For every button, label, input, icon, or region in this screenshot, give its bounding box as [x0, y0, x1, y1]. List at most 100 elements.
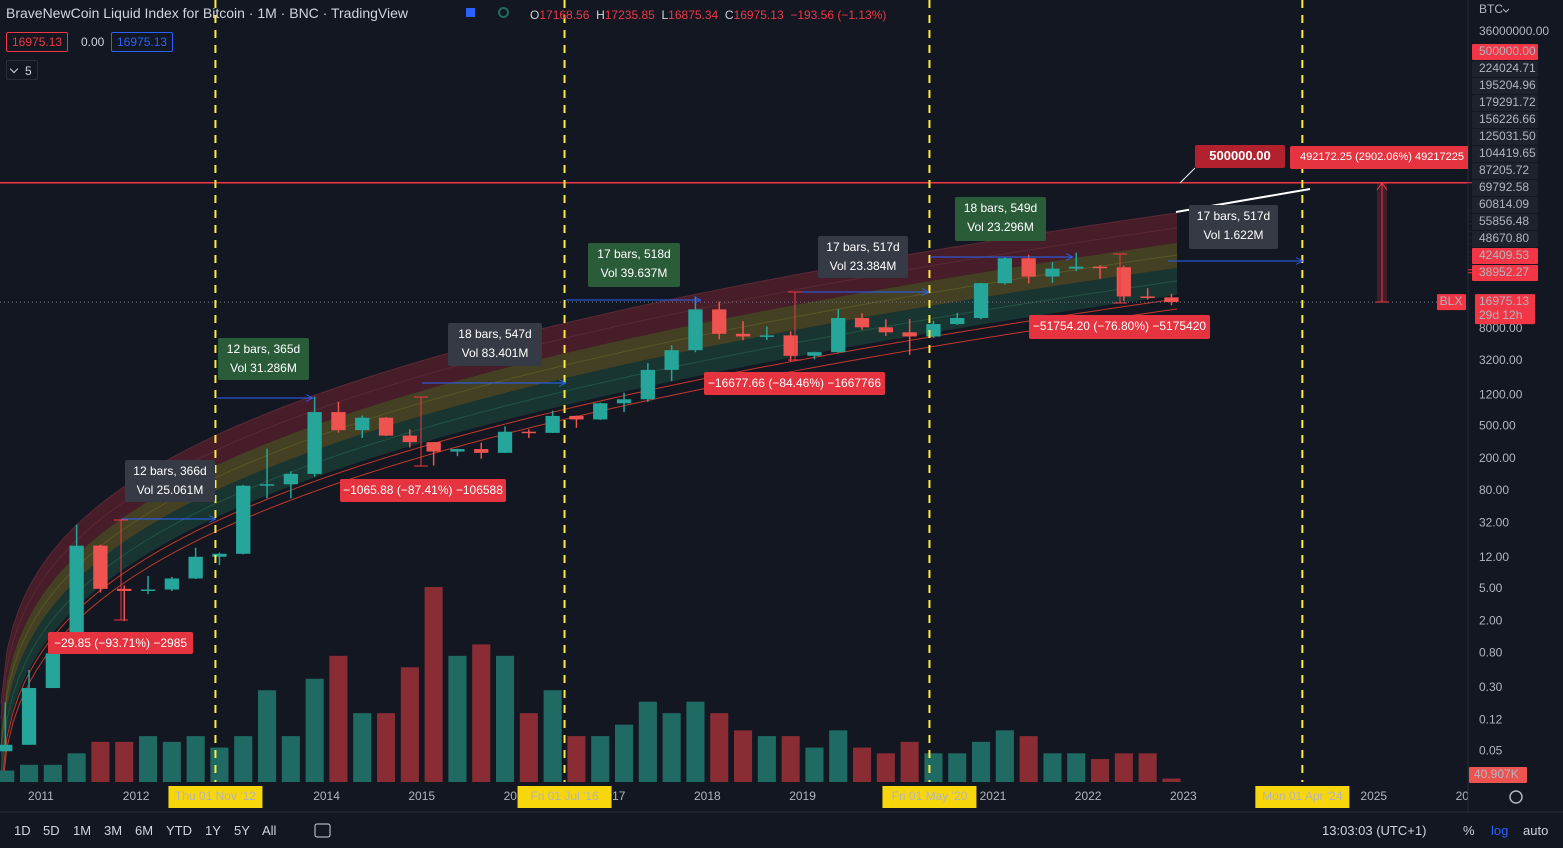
drop-range	[1113, 253, 1127, 304]
range-button[interactable]: 6M	[135, 823, 154, 838]
auto-toggle[interactable]: auto	[1523, 823, 1549, 838]
candle-body	[1069, 266, 1084, 269]
candle-body	[188, 556, 203, 579]
ohlc-key: O	[530, 8, 540, 22]
price-change: −193.56 (−1.13%)	[790, 8, 887, 22]
y-tick-label: 0.30	[1479, 680, 1503, 694]
price-tag-label: 156226.66	[1479, 112, 1536, 126]
y-tick-label: 12.00	[1479, 550, 1509, 564]
drop-label: −29.85 (−93.71%) −2985	[48, 632, 193, 654]
drop-label: −16677.66 (−84.46%) −1667766	[704, 372, 885, 395]
y-tick-label: 5.00	[1479, 581, 1503, 595]
price-tag	[1472, 78, 1538, 94]
ohlc-value: 16875.34	[668, 8, 719, 22]
volume-bar	[495, 655, 515, 782]
x-tick-label: 2015	[408, 789, 435, 803]
indicator-toggle[interactable]: 5	[6, 60, 38, 80]
clock[interactable]: 13:03:03 (UTC+1)	[1322, 823, 1427, 838]
drop-range	[414, 396, 428, 467]
plot	[0, 0, 1468, 782]
log-toggle[interactable]: log	[1491, 823, 1509, 838]
volume-bar	[424, 587, 443, 782]
currency[interactable]: BTC	[1479, 2, 1503, 16]
volume-bar	[781, 736, 800, 782]
candle-body	[45, 653, 60, 689]
price-tag-label: 60814.09	[1479, 197, 1529, 211]
volume-bar	[567, 736, 586, 782]
volume-bar	[138, 736, 158, 782]
volume-bar	[900, 741, 919, 782]
date-marker-label: Thu 01 Nov '12	[175, 789, 256, 803]
date-marker-box	[168, 786, 263, 808]
measure-bars: 17 bars, 517d	[826, 240, 900, 254]
ohlc-key: C	[724, 8, 734, 22]
volume-bar	[614, 724, 634, 782]
range-button[interactable]: 1Y	[205, 823, 221, 838]
range-button[interactable]: 1D	[14, 823, 31, 838]
volume-bar	[0, 770, 15, 782]
volume-bar	[591, 736, 610, 782]
y-tick-label: 2.00	[1479, 613, 1503, 627]
volume-bar	[281, 736, 300, 782]
price-tag-label: 48670.80	[1479, 231, 1529, 245]
measure-box: 17 bars, 517d Vol 1.622M	[1189, 205, 1278, 249]
range-button[interactable]: All	[262, 823, 277, 838]
range-button[interactable]: 3M	[104, 823, 123, 838]
candle-body	[854, 318, 870, 328]
range-button[interactable]: 5D	[43, 823, 60, 838]
price-tag	[1472, 265, 1538, 281]
price-tag-label: 104419.65	[1479, 146, 1536, 160]
volume-bar	[805, 747, 824, 782]
candle-body	[283, 473, 298, 485]
x-tick-label: 2022	[1075, 789, 1102, 803]
volume-bar	[710, 713, 729, 782]
candle-body	[973, 283, 989, 319]
volume-bar	[995, 730, 1014, 782]
price-tag	[1472, 44, 1538, 60]
percent-toggle[interactable]: %	[1463, 823, 1475, 838]
last-price-tag	[1475, 294, 1535, 325]
drop-label: −51754.20 (−76.80%) −5175420	[1029, 315, 1210, 339]
range-button[interactable]: 5Y	[234, 823, 250, 838]
price-tag	[1472, 163, 1538, 179]
date-range-icon[interactable]	[314, 823, 331, 838]
x-tick-label: 2021	[980, 789, 1007, 803]
candle-body	[902, 332, 917, 337]
volume-bar	[662, 713, 681, 782]
candle-body	[236, 485, 251, 554]
volume-bar	[257, 690, 277, 782]
ohlc-legend: O17168.56 H17235.85 L16875.34 C16975.13 …	[530, 8, 886, 22]
candle-body	[664, 350, 679, 370]
symbol-label: BLX	[1440, 294, 1463, 308]
rise-shade	[1377, 183, 1387, 302]
candle-body	[355, 417, 370, 431]
range-button[interactable]: 1M	[73, 823, 92, 838]
status-icon	[498, 7, 509, 18]
x-tick-label: 2012	[123, 789, 150, 803]
volume-bar	[876, 753, 895, 782]
y-tick-label: 0.12	[1479, 713, 1503, 727]
chart-overlay: BraveNewCoin Liquid Index for Bitcoin · …	[6, 5, 1468, 654]
flag-icon[interactable]	[466, 8, 475, 17]
candle-body	[878, 327, 893, 333]
volume-bar	[472, 644, 491, 782]
candle-body	[259, 484, 275, 486]
price-tag-label: 87205.72	[1479, 163, 1529, 177]
date-marker-label: Mon 01 Apr '24	[1262, 789, 1343, 803]
measure-volume: Vol 25.061M	[136, 483, 204, 497]
settings-icon[interactable]	[1509, 790, 1523, 804]
candle-body	[545, 415, 560, 433]
volume-bar	[115, 741, 134, 782]
volume-bar	[829, 730, 848, 782]
sell-price[interactable]: 16975.13	[6, 32, 69, 52]
measure-volume: Vol 39.637M	[600, 266, 668, 280]
buy-price[interactable]: 16975.13	[111, 32, 174, 52]
candle-body	[1021, 258, 1036, 277]
candle-body	[450, 449, 465, 452]
price-tag	[1472, 180, 1538, 196]
range-button[interactable]: YTD	[166, 823, 192, 838]
ohlc-value: 17168.56	[539, 8, 590, 22]
measure-box: 18 bars, 547d Vol 83.401M	[448, 323, 542, 366]
price-tag-label: 55856.48	[1479, 214, 1529, 228]
